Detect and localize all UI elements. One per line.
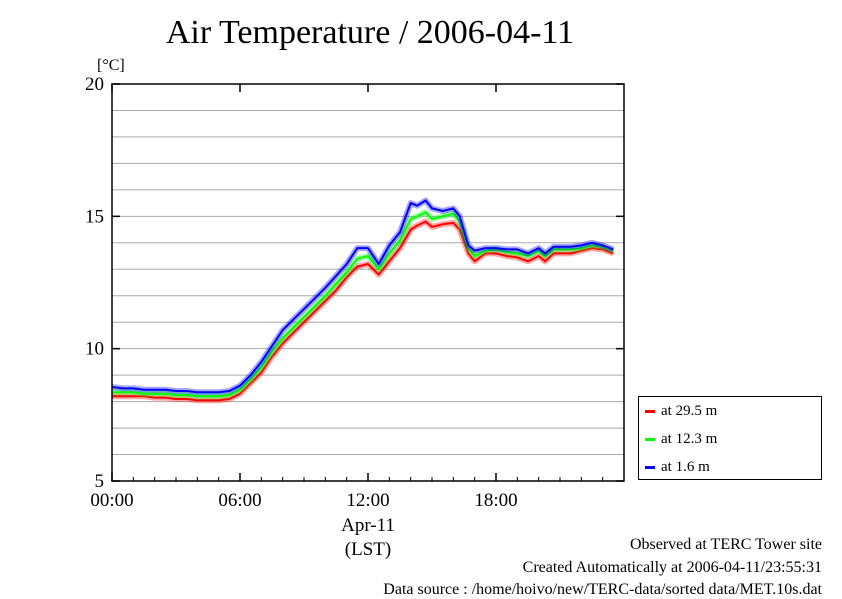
legend-label: at 29.5 m (661, 402, 718, 419)
y-tick-label: 10 (85, 339, 104, 360)
grid-lines (112, 109, 624, 456)
series-line-halo-2 (111, 197, 615, 396)
x-axis-date-label: Apr-11 (341, 515, 395, 536)
chart-title: Air Temperature / 2006-04-11 (165, 14, 575, 51)
legend-label: at 1.6 m (661, 458, 710, 475)
x-tick-label: 00:00 (90, 490, 133, 511)
legend-swatch-blue (645, 465, 655, 469)
y-tick-label: 15 (85, 206, 104, 227)
axis-ticks: 00:00 06:00 12:00 18:00 5 10 15 20 (85, 74, 624, 511)
y-tick-label: 5 (95, 471, 105, 492)
legend: at 29.5 m at 12.3 m at 1.6 m (638, 396, 822, 480)
footer-created: Created Automatically at 2006-04-11/23:5… (522, 559, 822, 576)
series-line-halo-1 (112, 209, 615, 400)
x-tick-label: 06:00 (218, 490, 261, 511)
x-tick-label: 12:00 (346, 490, 389, 511)
footer-data-source: Data source : /home/hoivo/new/TERC-data/… (383, 581, 822, 598)
series-line-1 (112, 211, 614, 398)
footer-observed: Observed at TERC Tower site (629, 536, 822, 553)
plot-frame (111, 83, 625, 482)
legend-swatch-green (645, 437, 655, 441)
legend-item: at 12.3 m (645, 429, 717, 449)
legend-item: at 1.6 m (645, 457, 710, 477)
legend-swatch-red (645, 409, 655, 413)
legend-label: at 12.3 m (661, 430, 718, 447)
y-axis-unit-label: [°C] (97, 57, 125, 74)
series-line-2 (111, 199, 614, 394)
series-line-0 (112, 220, 614, 402)
legend-item: at 29.5 m (645, 401, 717, 421)
series-lines (111, 197, 615, 404)
y-tick-label: 20 (85, 74, 104, 95)
x-tick-label: 18:00 (474, 490, 517, 511)
x-axis-timezone-label: (LST) (345, 539, 391, 560)
